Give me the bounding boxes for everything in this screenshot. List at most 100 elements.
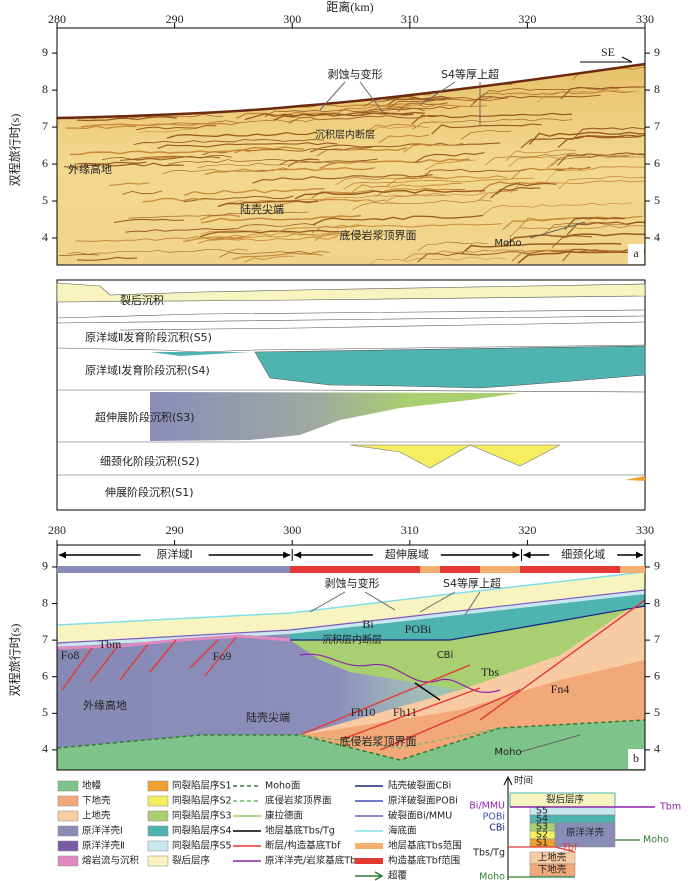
y-tick-label: 4: [654, 230, 660, 244]
seismic-reflector: [76, 116, 177, 122]
seismic-reflector: [244, 255, 295, 263]
time-axis: [503, 775, 513, 880]
seismic-reflector: [200, 230, 261, 235]
legend-label: 同裂陷层序S2: [172, 795, 232, 807]
legend-label: 地层基底Tbs/Tg: [265, 825, 335, 837]
seismic-reflector: [197, 161, 338, 169]
seismic-reflector: [460, 242, 622, 255]
seismic-reflector: [545, 170, 586, 182]
s4: [290, 594, 645, 640]
seismic-reflector: [508, 154, 629, 168]
inset-label: Tbs/Tg: [472, 848, 505, 859]
seismic-reflector: [518, 216, 599, 229]
y-tick-label: 5: [654, 193, 660, 207]
x-tick-label: 320: [518, 12, 536, 26]
label-box: [628, 749, 644, 769]
legend-swatch: [57, 855, 79, 867]
tbm-line: [299, 653, 501, 693]
seismic-reflector: [431, 123, 542, 135]
annotation: Tbm: [99, 637, 122, 651]
legend-swatch: [147, 840, 169, 852]
seismic-reflector: [351, 182, 463, 193]
x-tick-label: 320: [518, 523, 536, 537]
seismic-reflector: [316, 192, 487, 203]
seismic-reflector: [505, 149, 576, 162]
domain-label: 原洋域Ⅰ: [156, 547, 192, 561]
s5-lines: [56, 309, 646, 324]
bi-surface: [56, 589, 646, 644]
label-box: [628, 244, 644, 264]
legend-label: Moho面: [265, 781, 300, 792]
seismic-reflector: [557, 150, 645, 166]
inset-label: CBi: [489, 823, 505, 834]
seismic-reflector: [136, 124, 217, 131]
domain-label: 超伸展域: [385, 547, 429, 561]
legend-swatch: [147, 780, 169, 792]
seismic-reflector: [544, 220, 645, 235]
x-tick-label: 300: [283, 523, 301, 537]
seismic-reflector: [369, 103, 411, 112]
y-tick-label: 8: [654, 595, 660, 609]
seismic-reflector: [76, 161, 147, 165]
s1-shape: [625, 476, 645, 481]
y-tick-label: 9: [42, 559, 48, 573]
seismic-reflector: [477, 189, 518, 202]
seismic-reflector: [366, 257, 507, 265]
annotation: 陆壳尖端: [246, 710, 290, 724]
inset-layer: 裂后层序: [546, 794, 585, 806]
seismic-reflector: [75, 235, 246, 242]
tbs-line: [414, 682, 441, 701]
stage-label: 原洋域Ⅱ发育阶段沉积(S5): [85, 330, 212, 344]
y-tick-label: 6: [42, 668, 48, 682]
seismic-reflector: [279, 158, 320, 165]
seismic-reflector: [478, 86, 620, 100]
legend-swatch: [355, 843, 383, 849]
seismic-reflector: [365, 123, 416, 133]
seismic-reflector: [273, 112, 414, 122]
leader-lines: [309, 591, 581, 753]
seismic-reflector: [200, 214, 362, 224]
legend-label: 海底面: [388, 825, 417, 837]
seismic-reflector: [550, 153, 645, 167]
y-tick-label: 6: [654, 668, 660, 682]
frame: [56, 544, 646, 771]
legend-label: 熔岩流与沉积: [82, 855, 140, 867]
post-rift: [57, 572, 645, 643]
seismic-reflector: [101, 155, 233, 161]
seismic-reflector: [252, 174, 433, 184]
seismic-reflector: [59, 254, 100, 256]
legend-swatch: [57, 840, 79, 852]
seismic-reflector: [504, 231, 645, 247]
x-tick-label: 330: [636, 12, 654, 26]
x-tick-label: 330: [636, 523, 654, 537]
seismic-reflector: [125, 228, 236, 233]
seismic-reflector: [520, 135, 641, 149]
x-tick-label: 300: [283, 12, 301, 26]
seismic-reflector: [63, 162, 184, 168]
legend-swatch: [57, 825, 79, 837]
seismic-reflector: [368, 126, 430, 135]
legend-label: 陆壳破裂面CBi: [388, 780, 451, 792]
seismic-reflector: [264, 107, 425, 118]
upper-crust: [300, 598, 645, 735]
tbf-line: [508, 846, 576, 853]
stage-panel: 裂后沉积 原洋域Ⅱ发育阶段沉积(S5) 原洋域Ⅰ发育阶段沉积(S4) 超伸展阶段…: [56, 279, 646, 511]
seismic-reflector: [375, 187, 466, 198]
y-tick-label: 8: [654, 82, 660, 96]
domain-label: 细颈化域: [561, 547, 605, 561]
legend-label: 同裂陷层序S3: [172, 810, 232, 822]
legend-label: 下地壳: [82, 795, 111, 807]
y-tick-label: 8: [42, 82, 48, 96]
seismic-reflector: [319, 158, 470, 170]
seismic-reflector: [311, 223, 503, 234]
seismic-reflector: [511, 165, 645, 180]
annotation: S4等厚上超: [441, 67, 499, 81]
inset-label: Moho: [479, 872, 505, 881]
legend-swatch: [147, 855, 169, 867]
seismic-reflector: [81, 121, 242, 128]
legend-label: 地幔: [82, 780, 102, 792]
stage-divider: [57, 389, 646, 393]
seismic-reflector: [182, 236, 244, 243]
seismic-reflector: [479, 181, 550, 193]
seismic-reflector: [157, 142, 338, 150]
